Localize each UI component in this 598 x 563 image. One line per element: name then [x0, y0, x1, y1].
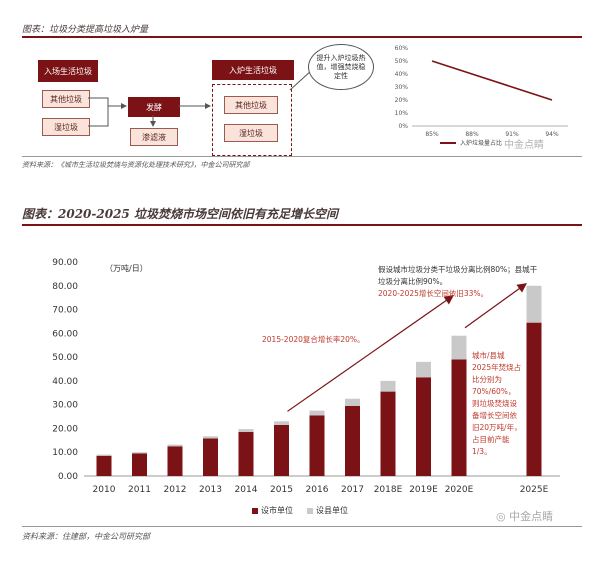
mini-x-tick-label: 85% [425, 131, 439, 138]
bar-county [345, 398, 360, 406]
mini-legend: 入炉垃圾量占比 [440, 138, 502, 147]
mini-y-tick-label: 10% [395, 110, 409, 117]
mini-legend-label: 入炉垃圾量占比 [460, 140, 503, 147]
x-tick-label: 2010 [93, 485, 116, 495]
speech-bubble: 提升入炉垃圾热值，增强焚烧稳定性 [308, 44, 374, 90]
right-group-dashed-frame [212, 84, 292, 156]
legend-item-city: 设市单位 [252, 505, 293, 516]
mini-legend-swatch [440, 141, 456, 144]
legend-item-county: 设县单位 [307, 505, 348, 516]
bottom-source-rule [22, 526, 582, 527]
cagr-arrow [287, 295, 454, 412]
right-other-waste-box: 其他垃圾 [224, 96, 278, 114]
mini-series-line [431, 60, 553, 101]
bar-city [203, 438, 218, 476]
bar-county [309, 410, 325, 416]
y-tick-label: 10.00 [52, 448, 78, 458]
x-tick-label: 2019E [409, 485, 438, 495]
bar-county [451, 335, 467, 360]
mini-y-tick-label: 60% [395, 45, 409, 52]
x-tick-label: 2014 [235, 485, 258, 495]
bar-county [274, 421, 289, 425]
bar-city [167, 446, 183, 476]
legend-label-city: 设市单位 [261, 506, 293, 515]
x-tick-label: 2012 [164, 485, 187, 495]
bar-county [380, 380, 396, 392]
bar-city [345, 405, 360, 476]
top-caption: 图表：垃圾分类提高垃圾入炉量 [22, 25, 149, 35]
bar-city [309, 415, 325, 476]
leachate-box: 渗滤液 [130, 128, 178, 146]
mini-line-chart: 0% 10% 20% 30% 40% 50% 60% 85% 88% 91% 94% [395, 45, 568, 138]
mini-y-tick-label: 0% [398, 123, 408, 130]
mini-x-tick-label: 88% [465, 131, 479, 138]
annotation-cagr: 2015-2020复合增长率20%。 [262, 335, 365, 344]
top-source-rule [22, 156, 582, 157]
left-group-title: 入场生活垃圾 [38, 60, 98, 82]
y-tick-label: 20.00 [52, 424, 78, 434]
mini-y-tick-label: 20% [395, 97, 409, 104]
main-legend: 设市单位 设县单位 [252, 505, 348, 516]
y-tick-label: 50.00 [52, 353, 78, 363]
bar-county [96, 454, 112, 456]
bar-city [451, 359, 467, 476]
x-tick-label: 2015 [270, 485, 293, 495]
legend-swatch-county [307, 507, 313, 514]
mini-x-tick-label: 91% [505, 131, 519, 138]
mini-y-tick-label: 50% [395, 58, 409, 65]
main-caption-rule [22, 224, 582, 226]
main-caption: 图表：2020-2025 垃圾焚烧市场空间依旧有充足增长空间 [22, 207, 338, 221]
x-tick-label: 2011 [128, 485, 151, 495]
bar-city [526, 322, 542, 476]
x-tick-label: 2025E [520, 485, 549, 495]
bar-city [274, 424, 289, 476]
left-wet-waste-box: 湿垃圾 [42, 118, 90, 136]
bar-county [167, 444, 183, 447]
y-tick-label: 70.00 [52, 306, 78, 316]
top-source: 资料来源：《城市生活垃圾焚烧与资源化处理技术研究》，中金公司研究部 [22, 161, 250, 169]
legend-label-county: 设县单位 [316, 506, 348, 515]
bottom-source: 资料来源：住建部，中金公司研究部 [22, 532, 150, 541]
y-tick-label: 40.00 [52, 377, 78, 387]
top-caption-rule [22, 36, 582, 38]
watermark-top: 中金点睛 [504, 140, 544, 151]
y-tick-label: 60.00 [52, 329, 78, 339]
bar-county [132, 452, 147, 454]
bar-county [416, 361, 431, 378]
bar-city [96, 455, 112, 476]
annotation-assumption: 假设城市垃圾分类干垃圾分离比例80%；县城干垃圾分离比例90%。 [378, 265, 538, 286]
x-tick-label: 2018E [374, 485, 403, 495]
bar-city [416, 377, 431, 476]
x-tick-label: 2013 [199, 485, 222, 495]
watermark-bottom: ◎ 中金点睛 [496, 508, 553, 524]
left-other-waste-box: 其他垃圾 [42, 90, 90, 108]
x-tick-label: 2016 [306, 485, 329, 495]
bar-city [380, 391, 396, 476]
x-tick-label: 2017 [341, 485, 364, 495]
right-wet-waste-box: 湿垃圾 [224, 124, 278, 142]
y-tick-label: 0.00 [58, 472, 78, 482]
wechat-icon: ◎ [496, 510, 506, 523]
bar-county [526, 285, 542, 323]
y-tick-label: 30.00 [52, 401, 78, 411]
mini-x-tick-label: 94% [545, 131, 559, 138]
annotation-growth-2025: 2020-2025增长空间依旧33%。 [378, 289, 489, 298]
x-tick-label: 2020E [445, 485, 474, 495]
bar-city [132, 453, 147, 476]
right-group-title: 入炉生活垃圾 [212, 60, 294, 80]
legend-swatch-city [252, 507, 258, 514]
y-tick-label: 90.00 [52, 258, 78, 268]
ferment-box: 发酵 [128, 97, 180, 117]
main-unit-label: （万吨/日） [105, 264, 148, 273]
bar-county [238, 429, 254, 433]
main-bar-chart: 0.00 10.00 20.00 30.00 40.00 50.00 60.00 70.00 8… [52, 258, 560, 495]
bar-county [203, 436, 218, 439]
watermark-bottom-text: 中金点睛 [509, 510, 554, 523]
growth-arrow [464, 283, 527, 329]
bar-city [238, 432, 254, 476]
annotation-side: 城市/县城2025年焚烧占比分别为70%/60%，则垃圾焚烧设备增长空间依旧20… [472, 351, 522, 456]
y-tick-label: 80.00 [52, 282, 78, 292]
mini-y-tick-label: 30% [395, 84, 409, 91]
mini-y-tick-label: 40% [395, 71, 409, 78]
